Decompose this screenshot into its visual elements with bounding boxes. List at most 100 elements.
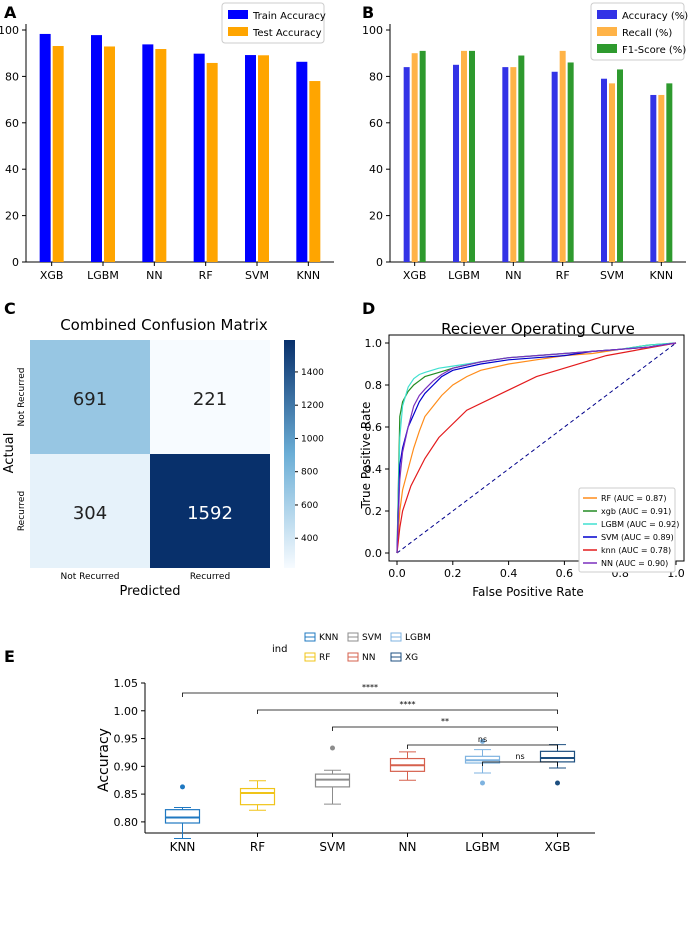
legend: Train Accuracy Test Accuracy: [221, 2, 326, 44]
legend-swatch: [597, 44, 617, 53]
legend-label: LGBM: [405, 633, 431, 643]
bar-LGBM-1: [461, 50, 467, 262]
box-ylabel: Accuracy: [96, 728, 112, 792]
box-x-tick-label: RF: [250, 840, 265, 854]
bar-SVM-0: [245, 55, 256, 262]
x-tick-label: KNN: [649, 269, 673, 282]
significance-bracket: [257, 709, 558, 714]
y-tick-label: 20: [369, 210, 383, 223]
roc-diagonal: [396, 342, 677, 554]
y-tick-label: 100: [362, 24, 383, 37]
significance-bracket: [407, 744, 558, 749]
box-outlier: [180, 784, 185, 790]
box-legend-title: ind: [272, 644, 287, 655]
colorbar-tick-label: 1000: [301, 434, 324, 444]
roc-line: [396, 342, 677, 554]
x-tick-label: XGB: [40, 269, 64, 282]
significance-label: **: [441, 717, 449, 726]
heatmap-value: 1592: [187, 503, 233, 524]
roc-y-tick-label: 0.4: [365, 463, 383, 476]
box-x-tick-label: NN: [399, 840, 417, 854]
heatmap-xlabel: Predicted: [119, 584, 180, 599]
bar-XGB-1: [411, 53, 418, 263]
significance-bracket: [332, 726, 558, 731]
colorbar-tick-label: 1400: [301, 368, 324, 378]
heatmap-cell: [30, 340, 150, 454]
box-y-tick-label: 0.80: [114, 816, 139, 829]
box-y-tick-label: 1.05: [114, 677, 139, 690]
box-x-tick-label: KNN: [170, 840, 196, 854]
legend-label: RF: [319, 653, 330, 663]
roc-legend-label: SVM (AUC = 0.89): [601, 533, 674, 542]
legend-swatch: [597, 27, 617, 36]
x-tick-label: RF: [199, 269, 213, 282]
box-body: [164, 809, 201, 824]
y-tick-label: 80: [5, 70, 19, 83]
bar-KNN-0: [650, 94, 657, 263]
colorbar-tick-label: 400: [301, 534, 318, 544]
heatmap-value: 221: [193, 389, 227, 410]
roc-title: Reciever Operating Curve: [441, 320, 635, 338]
panel-label-d: D: [362, 299, 375, 318]
legend: Accuracy (%) Recall (%) F1-Score (%): [590, 2, 688, 61]
x-tick-label: RF: [556, 269, 570, 282]
significance-bracket: [482, 761, 558, 766]
panel-e-boxplot: Accuracy ind 0.80 0.85 0.90 0.95 1.00 1.05 KNN…: [96, 632, 595, 854]
box-y-tick-label: 0.95: [114, 733, 139, 746]
legend-swatch: [228, 10, 248, 19]
x-tick-label: XGB: [403, 269, 427, 282]
roc-x-tick-label: 0.0: [388, 567, 406, 580]
bar-LGBM-1: [104, 46, 115, 262]
bar-RF-2: [567, 62, 574, 263]
box-y-tick-label: 1.00: [114, 705, 139, 718]
bar-KNN-2: [666, 83, 673, 262]
bar-XGB-0: [39, 33, 51, 262]
roc-line: [396, 342, 677, 554]
box-y-tick-label: 0.85: [114, 788, 139, 801]
roc-legend-label: RF (AUC = 0.87): [601, 494, 666, 503]
legend-label: XG: [405, 653, 418, 663]
y-tick-label: 60: [5, 117, 19, 130]
legend-label: Train Accuracy: [252, 11, 326, 22]
bar-NN-0: [142, 44, 154, 262]
y-tick-label: 40: [5, 163, 19, 176]
bar-LGBM-0: [91, 35, 102, 262]
bar-KNN-1: [309, 81, 321, 262]
bar-KNN-1: [658, 94, 665, 263]
legend-label: Accuracy (%): [622, 11, 688, 22]
y-tick-label: 60: [369, 117, 383, 130]
roc-x-tick-label: 0.4: [500, 567, 518, 580]
x-tick-label: NN: [505, 269, 521, 282]
y-tick-label: 0: [12, 256, 19, 269]
roc-x-tick-label: 0.6: [556, 567, 574, 580]
bar-XGB-1: [52, 46, 64, 263]
legend-label: KNN: [319, 633, 338, 643]
box-body: [239, 787, 276, 806]
bar-RF-0: [551, 71, 558, 262]
x-tick-label: SVM: [600, 269, 624, 282]
box-y-tick-label: 0.90: [114, 760, 139, 773]
y-tick-label: 80: [369, 70, 383, 83]
x-tick-label: SVM: [245, 269, 269, 282]
heatmap-cell: [30, 454, 150, 568]
heatmap-value: 304: [73, 503, 107, 524]
roc-line: [396, 342, 677, 554]
colorbar-tick-label: 800: [301, 468, 318, 478]
panel-label-e: E: [4, 647, 15, 666]
colorbar-tick-label: 1200: [301, 401, 324, 411]
significance-label: ns: [515, 752, 524, 761]
roc-legend-label: LGBM (AUC = 0.92): [601, 520, 679, 529]
legend-label: F1-Score (%): [622, 45, 686, 56]
roc-legend-label: xgb (AUC = 0.91): [601, 507, 671, 516]
bar-LGBM-2: [469, 50, 475, 262]
x-tick-label: NN: [146, 269, 162, 282]
box-x-tick-label: SVM: [319, 840, 345, 854]
roc-ylabel: True Positive Rate: [359, 402, 373, 510]
significance-label: ns: [478, 735, 487, 744]
bar-SVM-2: [617, 69, 623, 262]
y-tick-label: 40: [369, 163, 383, 176]
legend-label: Test Accuracy: [252, 28, 322, 39]
box-outlier: [555, 780, 560, 786]
x-tick-label: LGBM: [87, 269, 119, 282]
roc-x-tick-label: 0.2: [444, 567, 462, 580]
